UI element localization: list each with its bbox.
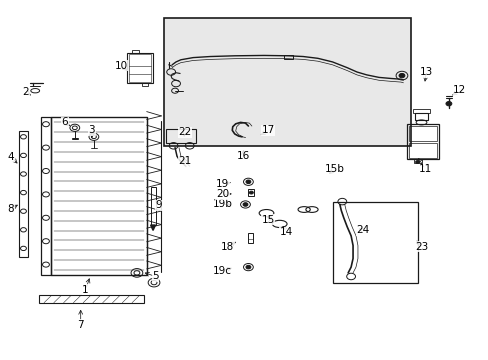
Bar	[166, 129, 195, 143]
Text: 11: 11	[418, 164, 431, 174]
Text: 4: 4	[7, 152, 14, 162]
Bar	[406, 124, 438, 159]
Bar	[142, 83, 147, 86]
Polygon shape	[150, 225, 155, 230]
Text: 16: 16	[236, 150, 250, 161]
Bar	[248, 189, 254, 196]
Text: 6: 6	[61, 117, 68, 127]
Bar	[51, 117, 146, 275]
Circle shape	[398, 73, 404, 78]
Circle shape	[245, 265, 250, 269]
Bar	[412, 109, 429, 113]
Text: 13: 13	[419, 67, 432, 77]
Text: 15b: 15b	[325, 164, 344, 174]
Text: 20: 20	[216, 189, 228, 199]
Text: 19: 19	[215, 179, 229, 189]
Bar	[19, 131, 28, 257]
Bar	[41, 117, 51, 275]
Circle shape	[245, 180, 250, 184]
Text: 24: 24	[355, 225, 369, 235]
Bar	[283, 55, 293, 59]
Circle shape	[249, 191, 253, 194]
Text: 12: 12	[452, 85, 466, 95]
Text: 23: 23	[414, 242, 427, 252]
Text: 19b: 19b	[212, 199, 232, 210]
Bar	[132, 50, 139, 53]
Text: 2: 2	[22, 87, 29, 97]
Text: 5: 5	[152, 271, 159, 282]
Text: 18: 18	[220, 242, 234, 252]
Text: 8: 8	[7, 204, 14, 214]
Bar	[332, 202, 417, 283]
Bar	[150, 187, 155, 225]
Bar	[163, 18, 410, 146]
Bar	[127, 53, 152, 83]
Bar	[248, 233, 253, 243]
Text: 9: 9	[155, 200, 162, 210]
Bar	[128, 54, 151, 82]
Circle shape	[243, 203, 247, 206]
Text: 17: 17	[261, 125, 274, 135]
Text: 19c: 19c	[213, 266, 231, 276]
Text: 15: 15	[261, 215, 274, 225]
Text: 3: 3	[88, 125, 95, 135]
Text: 21: 21	[178, 156, 191, 166]
Bar	[408, 126, 436, 141]
Text: 1: 1	[82, 285, 89, 295]
Bar	[39, 295, 144, 303]
Circle shape	[91, 135, 96, 139]
Bar	[413, 159, 421, 163]
Bar	[414, 113, 427, 120]
Circle shape	[415, 161, 419, 163]
Text: 7: 7	[77, 320, 84, 330]
Text: 10: 10	[115, 60, 127, 71]
Text: 22: 22	[178, 127, 191, 138]
Circle shape	[445, 102, 451, 106]
Text: 14: 14	[279, 227, 293, 237]
Bar	[408, 143, 436, 158]
Circle shape	[72, 126, 77, 130]
